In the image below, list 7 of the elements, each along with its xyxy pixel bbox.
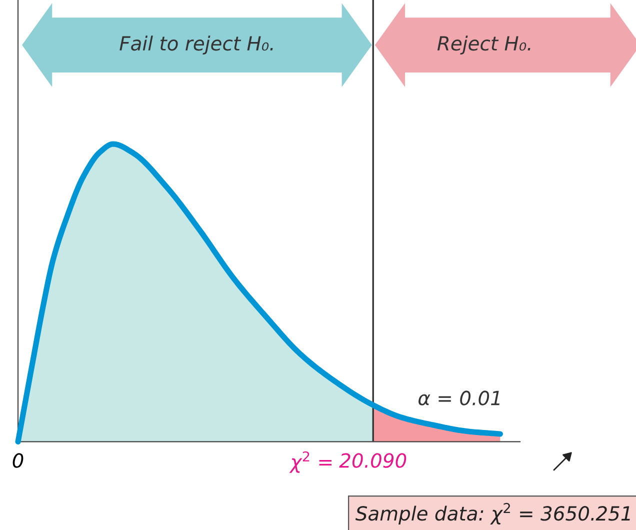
text: χ$^{2}$ = (289, 451, 332, 473)
x-tick-label: 0 (12, 453, 24, 468)
annotation: α = 0.01 (418, 390, 500, 406)
x-tick-label: 20.090 (339, 453, 406, 468)
text: Sample data: χ$^{2}$ = 3650.251 (355, 502, 630, 525)
text: Reject H₀. (437, 36, 530, 54)
text: Fail to reject H₀. (120, 36, 273, 54)
